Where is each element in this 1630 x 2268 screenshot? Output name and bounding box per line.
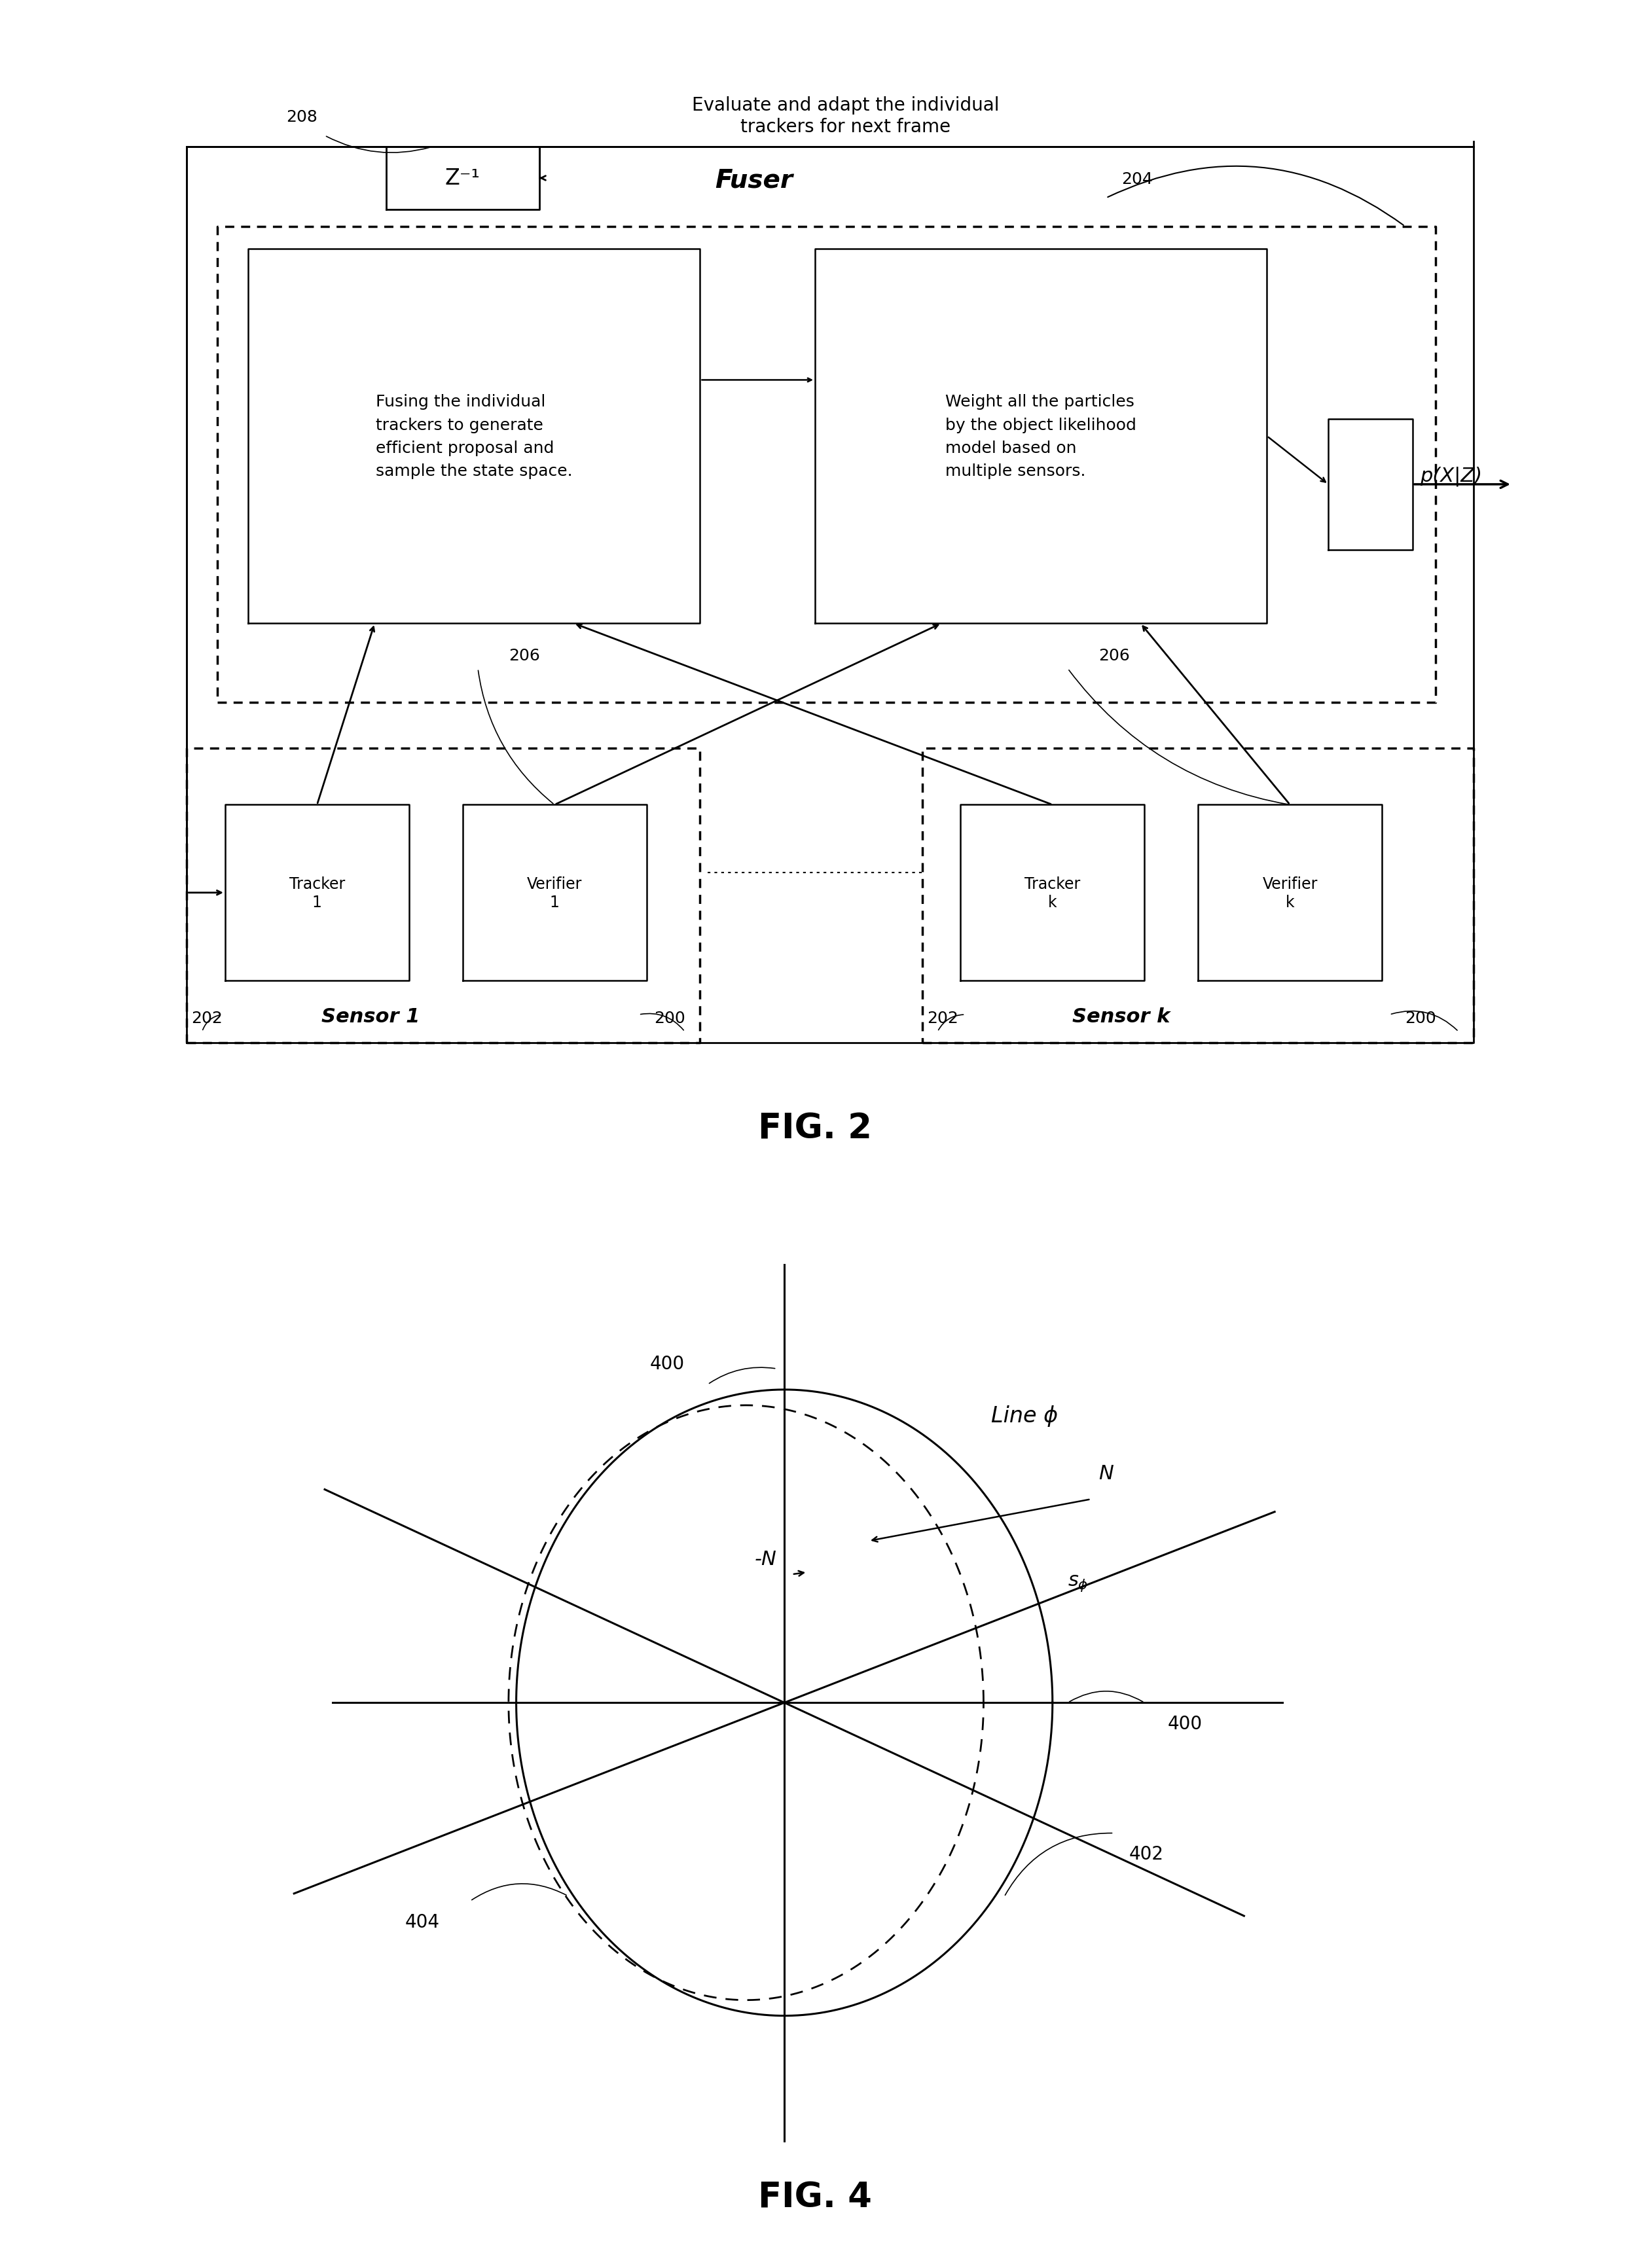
Text: 402: 402 <box>1130 1844 1164 1864</box>
Text: Sensor k: Sensor k <box>1073 1007 1170 1025</box>
Text: p(X|Z): p(X|Z) <box>1420 467 1483 485</box>
Text: Line ϕ: Line ϕ <box>991 1406 1058 1427</box>
Text: -N: -N <box>755 1549 776 1569</box>
Text: 400: 400 <box>650 1354 685 1372</box>
Text: 204: 204 <box>1121 172 1152 188</box>
Text: 200: 200 <box>1405 1012 1436 1025</box>
Text: 202: 202 <box>191 1012 223 1025</box>
Text: FIG. 2: FIG. 2 <box>758 1111 872 1145</box>
Text: Tracker
1: Tracker 1 <box>289 875 346 909</box>
Text: Verifier
k: Verifier k <box>1262 875 1317 909</box>
Text: Z⁻¹: Z⁻¹ <box>445 168 481 191</box>
Text: Tracker
k: Tracker k <box>1025 875 1081 909</box>
Text: Evaluate and adapt the individual
trackers for next frame: Evaluate and adapt the individual tracke… <box>693 98 999 136</box>
Text: Sensor 1: Sensor 1 <box>321 1007 421 1025</box>
Text: Fusing the individual
trackers to generate
efficient proposal and
sample the sta: Fusing the individual trackers to genera… <box>375 395 572 479</box>
Text: 208: 208 <box>287 109 318 125</box>
Text: 404: 404 <box>404 1912 440 1930</box>
Text: 400: 400 <box>1167 1715 1203 1733</box>
Text: Verifier
1: Verifier 1 <box>526 875 582 909</box>
Text: FIG. 4: FIG. 4 <box>758 2180 872 2214</box>
Text: N: N <box>1099 1463 1113 1483</box>
Text: $s_\phi$: $s_\phi$ <box>1068 1574 1089 1592</box>
Text: Fuser: Fuser <box>716 168 792 193</box>
Text: 200: 200 <box>654 1012 685 1025</box>
Text: Weight all the particles
by the object likelihood
model based on
multiple sensor: Weight all the particles by the object l… <box>945 395 1136 479</box>
Text: 206: 206 <box>509 649 540 662</box>
Text: 202: 202 <box>927 1012 958 1025</box>
Text: 206: 206 <box>1099 649 1130 662</box>
